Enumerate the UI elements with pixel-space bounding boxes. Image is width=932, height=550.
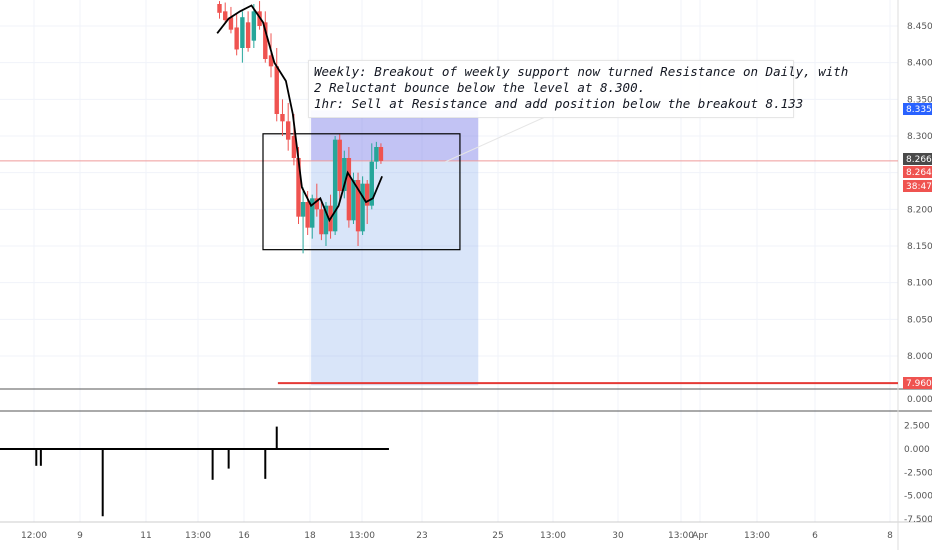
price-badge: [903, 377, 932, 389]
candle-body: [296, 158, 301, 217]
moving-average-line: [216, 4, 383, 223]
time-tick-label: 6: [812, 531, 818, 541]
range-box: [262, 133, 461, 251]
time-tick-label: 13:00: [349, 531, 375, 541]
candle-body: [378, 147, 384, 161]
candle-body: [355, 180, 361, 232]
candle-body: [263, 22, 268, 59]
candle-body: [319, 209, 324, 235]
indicator-tick-label: 2.500: [904, 422, 930, 432]
time-tick-label: 13:00: [744, 531, 770, 541]
candle-body: [300, 202, 306, 217]
time-tick-label: 9: [77, 531, 83, 541]
candle-body: [314, 198, 320, 210]
candle-body: [346, 158, 352, 221]
time-tick-label: 13:00: [540, 531, 566, 541]
candle-body: [228, 17, 234, 30]
candle-body: [310, 198, 315, 228]
price-tick-label: 8.200: [907, 205, 932, 215]
candle-body: [323, 205, 329, 235]
time-tick-label: 11: [140, 531, 151, 541]
candle-body: [305, 202, 310, 228]
time-tick-label: 18: [304, 531, 316, 541]
indicator-pane: [0, 426, 389, 517]
price-tick-label: 8.000: [907, 352, 932, 362]
candle-body: [245, 22, 251, 48]
candle-body: [332, 139, 338, 232]
candle-body: [369, 161, 374, 206]
price-badge-label: 8.335: [906, 105, 932, 115]
price-badges: 8.335 8.266 8.264 38:47 7.960: [903, 103, 932, 389]
price-badge-label: 8.264: [906, 168, 932, 178]
price-badge-label: 8.266: [906, 155, 932, 165]
time-tick-label: 13:00: [668, 531, 694, 541]
price-badge: [903, 153, 932, 165]
candle-body: [240, 17, 245, 48]
candle-body: [234, 27, 239, 50]
candle-body: [291, 136, 297, 158]
candle-body: [360, 183, 365, 232]
price-badge: [903, 180, 932, 192]
indicator-tick-label: 0.000: [904, 445, 930, 455]
candle-body: [351, 180, 356, 221]
annotation-line-1: Weekly: Breakout of weekly support now t…: [314, 64, 849, 79]
time-tick-label: 8: [887, 531, 893, 541]
price-badge: [903, 166, 932, 178]
candle-body: [217, 4, 222, 13]
annotation-line-2: 2 Reluctant bounce below the level at 8.…: [314, 80, 646, 95]
price-tick-label: 8.100: [907, 279, 932, 289]
callout-connector: [444, 116, 546, 163]
candle-body: [342, 158, 347, 191]
price-tick-label: 8.450: [907, 22, 932, 32]
price-badge: [903, 103, 932, 115]
price-tick-label: 8.350: [907, 95, 932, 105]
profit-target-zone: [311, 160, 479, 386]
annotation-callout[interactable]: [308, 60, 794, 118]
time-tick-label: Apr: [692, 531, 708, 541]
position-zones: [0, 110, 898, 386]
price-tick-label: 8.400: [907, 59, 932, 69]
time-tick-label: 23: [416, 531, 427, 541]
candlestick-series: [217, 1, 384, 254]
price-axis: 8.4508.4008.3508.3008.2508.2008.1508.100…: [904, 22, 932, 525]
time-axis: 12:00 9 11 13:00 16 18 13:00 23 25 13:00 30 13:00Ap…: [21, 531, 893, 541]
time-tick-label: 12:00: [21, 531, 47, 541]
price-tick-label: 8.050: [907, 315, 932, 325]
candle-body: [364, 183, 370, 206]
candle-body: [280, 114, 285, 122]
price-tick-label: 8.300: [907, 132, 932, 142]
price-badge-label: 38:47: [906, 182, 932, 192]
indicator-tick-label: -2.500: [904, 468, 932, 478]
price-tick-label: 0.000: [907, 395, 932, 405]
candle-body: [223, 11, 228, 21]
indicator-tick-label: -7.500: [904, 515, 932, 525]
candle-body: [251, 11, 257, 41]
time-tick-label: 25: [492, 531, 503, 541]
time-tick-label: 30: [612, 531, 624, 541]
time-tick-label: 13:00: [185, 531, 211, 541]
candle-body: [337, 139, 342, 191]
candle-body: [285, 121, 291, 140]
time-tick-label: 16: [238, 531, 250, 541]
candle-body: [268, 55, 274, 67]
annotation-line-3: 1hr: Sell at Resistance and add position…: [314, 96, 804, 111]
indicator-tick-label: -5.000: [904, 492, 932, 502]
candle-body: [374, 147, 379, 162]
price-tick-label: 8.150: [907, 242, 932, 252]
price-badge-label: 7.960: [906, 379, 932, 389]
candle-body: [274, 66, 279, 114]
